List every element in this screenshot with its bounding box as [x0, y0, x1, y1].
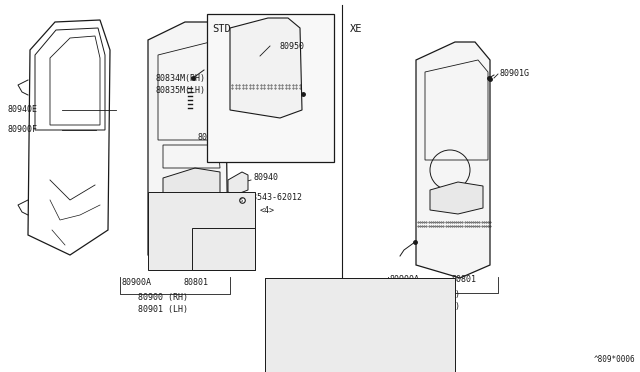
Text: 08543-62012: 08543-62012 — [248, 193, 303, 202]
Text: 80900F: 80900F — [8, 125, 38, 135]
Polygon shape — [416, 42, 490, 278]
Polygon shape — [430, 182, 483, 214]
Text: 80901G: 80901G — [198, 134, 228, 142]
Polygon shape — [148, 192, 255, 270]
Text: 80835M(LH): 80835M(LH) — [155, 87, 205, 96]
Text: 80900 (RH): 80900 (RH) — [138, 293, 188, 302]
Bar — [207, 14, 334, 162]
Text: 80900(RH): 80900(RH) — [415, 290, 460, 299]
Polygon shape — [228, 172, 248, 195]
Text: <4>: <4> — [260, 206, 275, 215]
Text: 80801: 80801 — [183, 278, 208, 287]
Text: XE: XE — [350, 24, 362, 34]
Polygon shape — [148, 22, 228, 270]
Text: 80940: 80940 — [253, 173, 278, 183]
Polygon shape — [192, 228, 255, 270]
Text: 80801: 80801 — [452, 275, 477, 284]
Text: 80900A: 80900A — [390, 275, 420, 284]
Text: ^809*0006: ^809*0006 — [593, 355, 635, 364]
Polygon shape — [265, 278, 455, 372]
Text: 80901 (LH): 80901 (LH) — [138, 305, 188, 314]
Text: 80940E: 80940E — [8, 106, 38, 115]
Text: 80950: 80950 — [280, 42, 305, 51]
Text: 80834M(RH): 80834M(RH) — [155, 74, 205, 83]
Text: 80900A: 80900A — [122, 278, 152, 287]
Text: 80901G: 80901G — [500, 68, 530, 77]
Text: STD: STD — [212, 24, 231, 34]
Polygon shape — [163, 168, 220, 200]
Text: S: S — [239, 198, 243, 202]
Polygon shape — [265, 278, 416, 372]
Text: 80901(LH): 80901(LH) — [415, 302, 460, 311]
Polygon shape — [230, 18, 302, 118]
